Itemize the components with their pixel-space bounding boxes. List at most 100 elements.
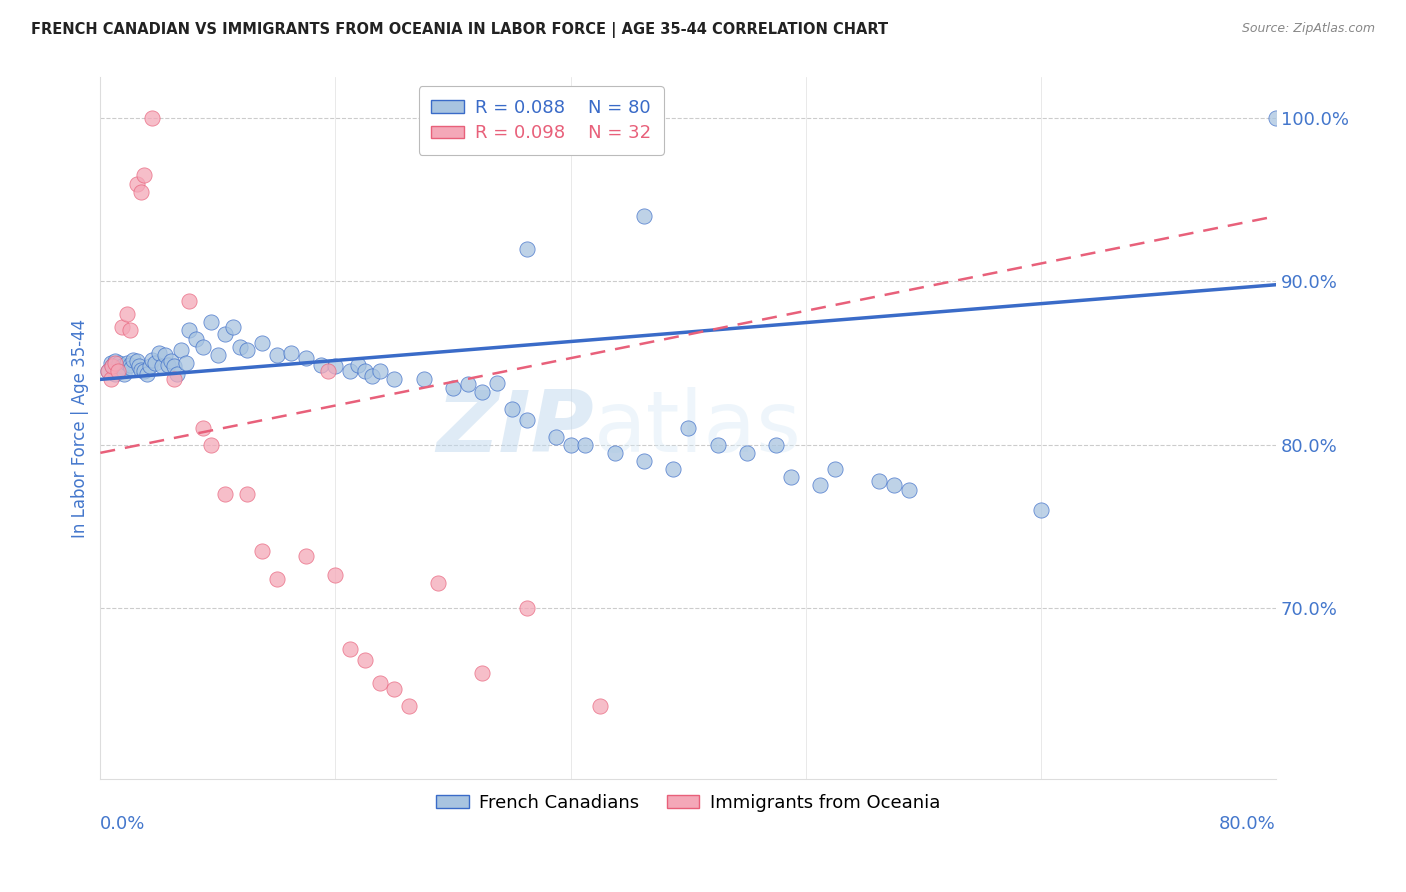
Point [134,169,156,183]
Point [236,343,259,357]
Point [107,364,129,378]
Point [156,358,179,372]
Point [544,429,567,443]
Text: ZIP: ZIP [436,387,595,470]
Point [174,356,197,370]
Point [118,323,141,337]
Point [153,348,176,362]
Text: Source: ZipAtlas.com: Source: ZipAtlas.com [1241,22,1375,36]
Point [148,346,170,360]
Point [325,359,347,374]
Point [780,470,803,484]
Point [316,364,339,378]
Point [200,438,222,452]
Point [110,364,132,378]
Point [166,368,188,382]
Point [501,401,523,416]
Point [295,549,318,563]
Point [471,385,494,400]
Point [280,346,302,360]
Point [111,359,134,374]
Point [382,682,405,697]
Point [706,438,728,452]
Point [104,354,127,368]
Point [112,368,135,382]
Point [250,336,273,351]
Point [107,362,129,376]
Point [589,698,612,713]
Y-axis label: In Labor Force | Age 35-44: In Labor Force | Age 35-44 [72,318,89,538]
Point [170,343,193,357]
Point [136,368,159,382]
Point [897,483,920,498]
Point [214,486,236,500]
Text: 0.0%: 0.0% [100,815,146,833]
Point [457,377,479,392]
Point [139,359,162,374]
Point [104,361,127,376]
Point [127,354,149,368]
Point [266,572,288,586]
Point [1265,112,1288,126]
Point [236,486,259,500]
Point [361,369,384,384]
Point [163,372,186,386]
Point [339,641,361,656]
Point [214,326,236,341]
Point [398,698,420,713]
Text: atlas: atlas [595,387,801,470]
Point [515,242,537,256]
Point [115,307,138,321]
Point [104,368,127,382]
Text: 80.0%: 80.0% [1219,815,1277,833]
Point [121,352,143,367]
Point [200,315,222,329]
Point [97,364,120,378]
Point [560,438,582,452]
Point [100,356,122,370]
Point [515,413,537,427]
Point [824,462,846,476]
Point [131,185,153,199]
Point [177,323,200,337]
Point [412,372,434,386]
Point [150,359,173,374]
Point [382,372,405,386]
Point [250,543,273,558]
Point [163,359,186,374]
Point [735,446,758,460]
Point [1029,503,1052,517]
Point [441,380,464,394]
Point [101,359,124,374]
Point [141,352,163,367]
Point [295,351,318,366]
Point [515,600,537,615]
Legend: French Canadians, Immigrants from Oceania: French Canadians, Immigrants from Oceani… [429,787,948,820]
Point [309,358,332,372]
Point [427,576,450,591]
Point [810,478,832,492]
Point [662,462,685,476]
Point [325,568,347,582]
Point [368,364,391,378]
Point [193,340,215,354]
Point [486,376,509,390]
Point [229,340,252,354]
Point [160,354,183,368]
Point [193,421,215,435]
Point [111,320,134,334]
Point [177,293,200,308]
Point [104,356,127,370]
Point [128,359,150,374]
Point [97,364,120,378]
Point [574,438,596,452]
Point [134,364,156,378]
Point [633,454,655,468]
Point [118,358,141,372]
Point [676,421,699,435]
Point [101,359,124,374]
Point [603,446,626,460]
Point [346,358,368,372]
Text: FRENCH CANADIAN VS IMMIGRANTS FROM OCEANIA IN LABOR FORCE | AGE 35-44 CORRELATIO: FRENCH CANADIAN VS IMMIGRANTS FROM OCEAN… [31,22,889,38]
Point [339,364,361,378]
